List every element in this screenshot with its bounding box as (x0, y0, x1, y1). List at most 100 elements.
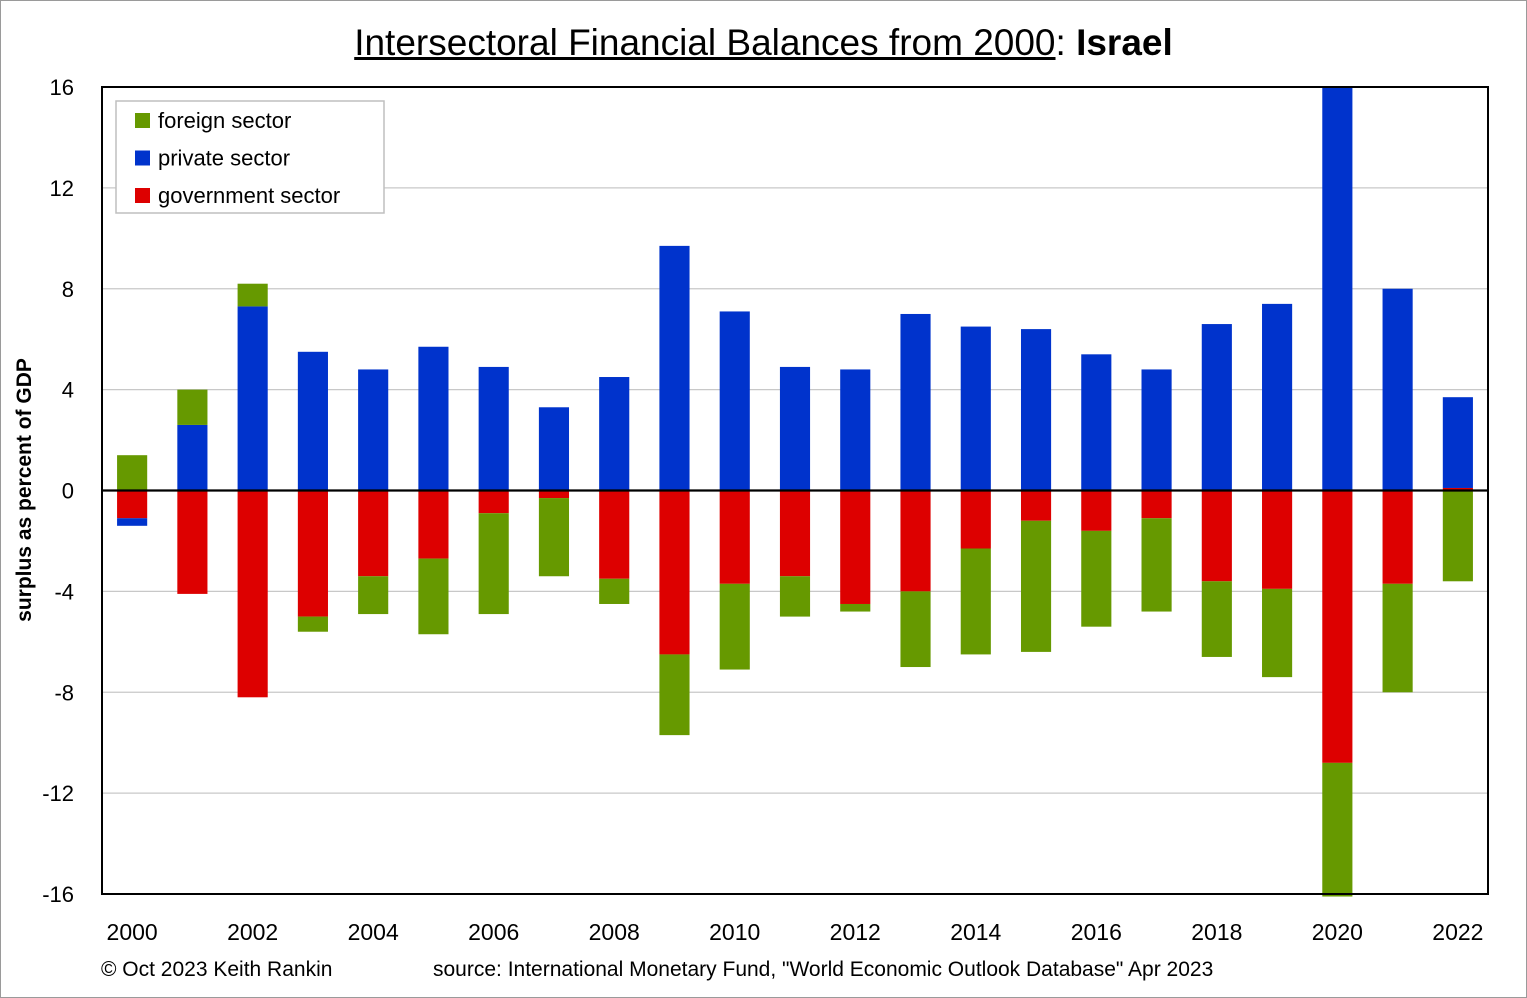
x-tick-label: 2002 (227, 919, 278, 945)
legend: foreign sector private sector government s… (115, 100, 385, 214)
bar-foreign-2006 (478, 513, 509, 615)
x-tick-label: 2010 (709, 919, 760, 945)
bar-foreign-2018 (1201, 581, 1232, 657)
x-axis-tick-labels: 2000 2002 2004 2006 2008 2010 2012 2014 2016 2018… (107, 919, 1484, 945)
bar-government-2000 (117, 490, 148, 519)
bar-government-2020 (1322, 490, 1353, 763)
bar-government-2015 (1020, 490, 1052, 521)
bar-government-2002 (237, 490, 268, 698)
bar-foreign-2005 (418, 558, 449, 635)
y-tick-label: -4 (54, 579, 74, 604)
source-text: source: International Monetary Fund, "Wo… (433, 958, 1214, 981)
bar-government-2006 (478, 490, 509, 514)
bar-government-2007 (538, 490, 570, 499)
legend-swatch-private (135, 150, 150, 166)
bar-private-2010 (719, 311, 750, 491)
copyright-text: © Oct 2023 Keith Rankin (101, 958, 333, 981)
bar-private-2002 (237, 306, 268, 491)
bar-private-2016 (1081, 354, 1112, 491)
bar-private-2009 (659, 245, 690, 491)
bar-private-2003 (297, 351, 328, 491)
bar-private-2017 (1141, 369, 1172, 491)
y-tick-label: 4 (62, 378, 74, 403)
plot-border (101, 86, 1489, 895)
bars (117, 87, 1473, 897)
bar-foreign-2021 (1382, 583, 1413, 693)
bar-government-2012 (840, 490, 871, 604)
bar-foreign-2013 (900, 591, 931, 668)
bar-government-2011 (779, 490, 811, 577)
bar-private-2020 (1322, 87, 1353, 491)
bar-private-2019 (1262, 303, 1293, 491)
bar-foreign-2019 (1262, 588, 1293, 678)
bar-foreign-2009 (659, 654, 690, 736)
bar-foreign-2012 (840, 603, 871, 612)
bar-private-2013 (900, 313, 931, 491)
y-tick-label: 0 (62, 479, 74, 504)
x-tick-label: 2004 (348, 919, 399, 945)
y-tick-label: 12 (50, 176, 74, 201)
legend-label-foreign: foreign sector (158, 108, 291, 133)
bar-government-2016 (1081, 490, 1112, 531)
bar-private-2007 (538, 407, 570, 491)
y-axis-tick-labels: 16 12 8 4 0 -4 -8 -12 -16 (42, 75, 74, 907)
bar-foreign-2011 (779, 576, 811, 617)
bar-government-2021 (1382, 490, 1413, 584)
bar-foreign-2022 (1442, 490, 1473, 582)
bar-private-2022 (1442, 397, 1473, 488)
bar-government-2017 (1141, 490, 1172, 519)
bar-government-2004 (358, 490, 389, 577)
chart-title: Intersectoral Financial Balances from 20… (0, 22, 1527, 64)
bar-government-2019 (1262, 490, 1293, 589)
bar-private-2000 (117, 518, 148, 526)
chart-title-main: Intersectoral Financial Balances from 20… (354, 22, 1056, 63)
bar-government-2009 (659, 490, 690, 655)
bar-foreign-2020 (1322, 762, 1353, 897)
x-tick-label: 2022 (1432, 919, 1483, 945)
bar-government-2022 (1442, 487, 1473, 491)
bar-foreign-2007 (538, 498, 570, 577)
bar-private-2006 (478, 366, 509, 491)
y-tick-label: 16 (50, 75, 74, 100)
bar-private-2004 (358, 369, 389, 491)
bar-foreign-2010 (719, 583, 750, 670)
bar-foreign-2016 (1081, 530, 1112, 627)
y-tick-label: 8 (62, 277, 74, 302)
bar-private-2008 (599, 377, 630, 491)
x-tick-label: 2014 (950, 919, 1001, 945)
bar-government-2003 (297, 490, 328, 617)
y-tick-label: -8 (54, 680, 74, 705)
y-tick-label: -12 (42, 781, 74, 806)
x-tick-label: 2016 (1071, 919, 1122, 945)
bar-private-2014 (960, 326, 991, 491)
bar-private-2005 (418, 346, 449, 491)
y-tick-label: -16 (42, 882, 74, 907)
bar-foreign-2015 (1020, 520, 1052, 652)
bar-government-2001 (177, 490, 208, 594)
bar-foreign-2000 (117, 455, 148, 491)
bar-private-2018 (1201, 324, 1232, 491)
bar-foreign-2004 (358, 576, 389, 615)
legend-swatch-foreign (135, 113, 150, 128)
bar-private-2001 (177, 424, 208, 491)
bar-private-2011 (779, 366, 811, 491)
bar-government-2014 (960, 490, 991, 549)
bar-foreign-2017 (1141, 518, 1172, 612)
bar-private-2021 (1382, 288, 1413, 491)
legend-label-private: private sector (158, 146, 290, 171)
x-tick-label: 2012 (830, 919, 881, 945)
x-tick-label: 2018 (1191, 919, 1242, 945)
x-tick-label: 2006 (468, 919, 519, 945)
bar-foreign-2003 (297, 616, 328, 632)
x-tick-label: 2008 (589, 919, 640, 945)
bar-private-2015 (1020, 329, 1052, 491)
bar-foreign-2014 (960, 548, 991, 655)
x-tick-label: 2020 (1312, 919, 1363, 945)
bar-foreign-2001 (177, 389, 208, 425)
chart-title-separator: : (1055, 22, 1077, 63)
legend-swatch-government (135, 188, 150, 203)
bar-government-2010 (719, 490, 750, 584)
legend-label-government: government sector (158, 183, 340, 208)
legend-box (115, 100, 385, 214)
